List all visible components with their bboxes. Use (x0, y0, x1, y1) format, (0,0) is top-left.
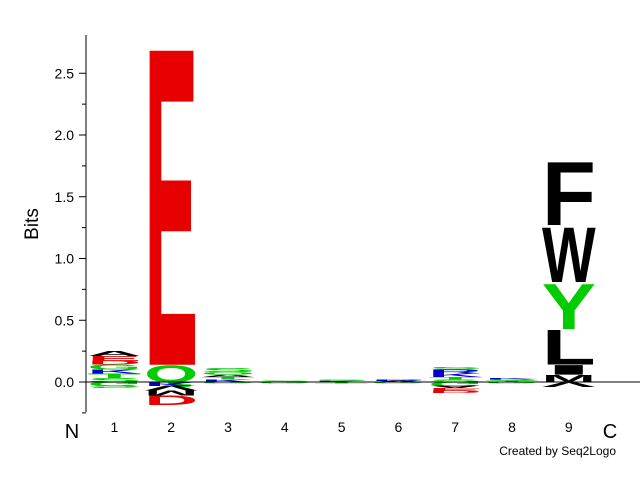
x-position-label: 3 (224, 419, 232, 435)
x-position-label: 6 (395, 419, 403, 435)
logo-letter-a: A (201, 374, 255, 378)
logo-letter-s: S (258, 380, 312, 382)
logo-letter-e: E (144, 0, 198, 462)
logo-letter-r: R (371, 379, 425, 381)
logo-letter-t: T (87, 372, 141, 380)
logo-letter-g: G (258, 382, 312, 384)
logo-letter-a: A (87, 350, 141, 358)
logo-letter-q: Q (144, 361, 198, 388)
y-tick-label: 2.0 (55, 127, 75, 143)
y-tick-label: 0.0 (55, 374, 75, 390)
logo-letter-l: L (542, 320, 596, 375)
y-tick-label: 0.5 (55, 312, 75, 328)
y-tick-label: 2.5 (55, 65, 75, 81)
logo-letter-d: D (144, 393, 198, 408)
logo-letter-a: A (428, 385, 482, 389)
x-position-label: 4 (281, 419, 289, 435)
logo-letter-d: D (428, 390, 482, 394)
y-axis-label: Bits (22, 208, 43, 240)
logo-letter-a: A (371, 380, 425, 382)
logo-letter-k: K (315, 380, 369, 382)
y-tick-label: 1.5 (55, 189, 75, 205)
logo-letter-g: G (87, 381, 141, 387)
logo-letter-y: Y (542, 269, 596, 343)
logo-letter-s: S (87, 385, 141, 389)
c-terminus-label: C (603, 421, 617, 443)
x-position-label: 2 (167, 419, 175, 435)
n-terminus-label: N (65, 421, 79, 443)
logo-letter-k: K (428, 372, 482, 378)
logo-letter-k: K (201, 379, 255, 383)
logo-letter-t: T (428, 376, 482, 380)
logo-letter-e: E (428, 387, 482, 391)
logo-letter-g: G (87, 364, 141, 372)
logo-letter-k: K (87, 369, 141, 375)
logo-letter-d: D (87, 360, 141, 366)
x-position-label: 8 (508, 419, 516, 435)
logo-letter-t: T (201, 376, 255, 380)
logo-letter-e: E (87, 355, 141, 363)
y-ticks: 0.0 0.5 1.0 1.5 2.0 2.5 (55, 65, 86, 414)
logo-letter-q: Q (201, 372, 255, 376)
logo-letter-i: I (542, 362, 596, 377)
logo-letter-s: S (201, 368, 255, 374)
y-tick-label: 1.0 (55, 251, 75, 267)
logo-letter-k: K (485, 378, 539, 380)
x-position-label: 1 (111, 419, 119, 435)
logo-letter-r: R (428, 369, 482, 375)
logo-letter-g: G (428, 381, 482, 387)
credit-text: Created by Seq2Logo (499, 444, 616, 458)
logo-letter-t: T (485, 380, 539, 382)
logo-letter-v: V (144, 384, 198, 392)
x-position-label: 9 (565, 419, 573, 435)
logo-letter-g: G (485, 382, 539, 384)
x-position-label: 5 (338, 419, 346, 435)
logo-letter-v: V (542, 380, 596, 388)
logo-letter-w: W (542, 211, 596, 299)
logo-letter-t: T (315, 382, 369, 384)
logo-letter-m: M (542, 373, 596, 385)
logo-letter-s: S (428, 367, 482, 371)
logo-letter-g: G (371, 382, 425, 384)
logo-letter-s: S (428, 379, 482, 383)
logo-letter-s: S (87, 377, 141, 383)
logo-letter-m: M (144, 389, 198, 397)
x-position-labels: 1 2 3 4 5 6 7 8 9 (111, 419, 573, 435)
logo-letter-f: F (542, 143, 596, 244)
logo-letter-s: S (485, 379, 539, 381)
logo-letter-s: S (315, 379, 369, 381)
x-position-label: 7 (451, 419, 459, 435)
logo-letter-k: K (144, 381, 198, 387)
logo-letter-g: G (201, 382, 255, 384)
